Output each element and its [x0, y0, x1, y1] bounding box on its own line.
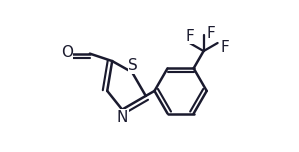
- Text: O: O: [61, 45, 73, 60]
- Text: F: F: [220, 40, 229, 55]
- Text: F: F: [185, 29, 194, 43]
- Text: F: F: [207, 26, 215, 41]
- Text: S: S: [129, 58, 138, 73]
- Text: N: N: [116, 110, 128, 124]
